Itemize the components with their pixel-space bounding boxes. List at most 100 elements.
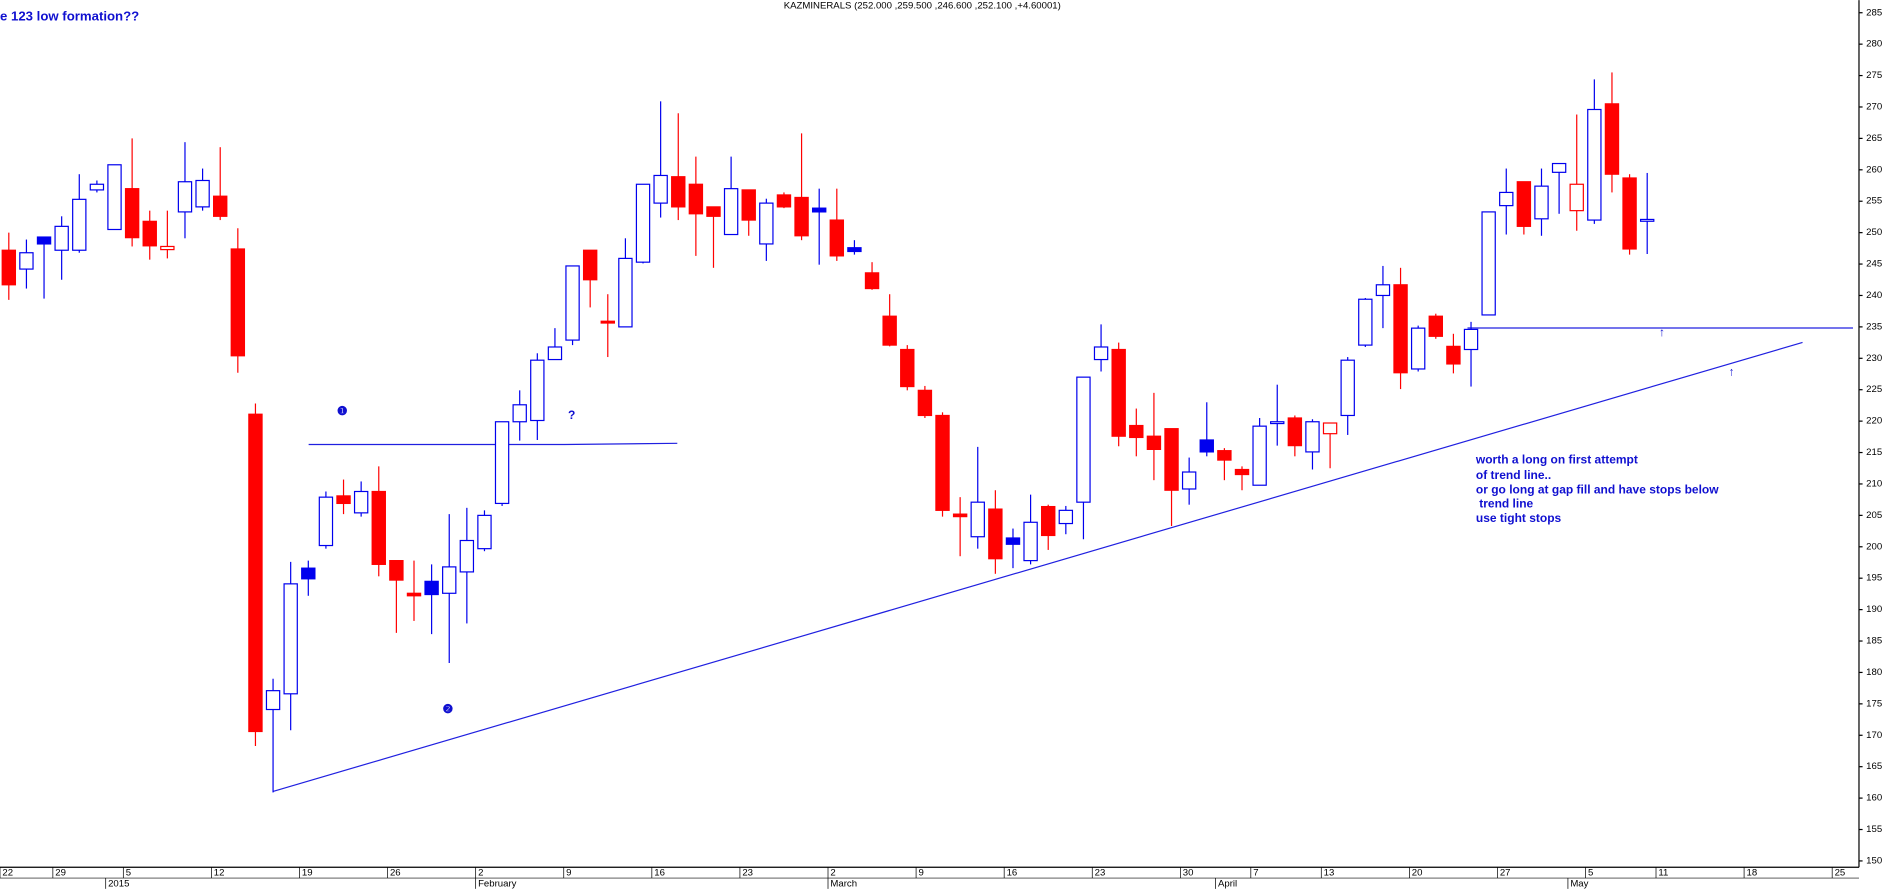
y-tick-label: 220 [1866, 416, 1882, 427]
candle-body [1639, 218, 1655, 222]
candle-body [389, 560, 404, 581]
x-tick-label: 19 [302, 868, 313, 879]
candle-body [1428, 315, 1444, 337]
candle-body [301, 567, 316, 580]
marker: ↑ [1729, 365, 1735, 379]
candle-body [1534, 185, 1549, 220]
resistance-line [308, 442, 678, 446]
x-tick-label: 23 [742, 868, 753, 879]
candle-body [811, 207, 827, 213]
candle-body [1410, 327, 1426, 370]
x-tick-label: 2 [830, 868, 835, 879]
x-tick-label: 30 [1183, 868, 1194, 879]
candle-body [1146, 435, 1162, 450]
x-tick-label: 7 [1253, 868, 1258, 879]
candle-body [1622, 177, 1637, 250]
marker: ↑ [1659, 325, 1665, 339]
x-tick-label: 23 [1095, 868, 1106, 879]
heading: e 123 low formation?? [0, 8, 139, 23]
candle-body [283, 583, 298, 695]
candle-body [89, 183, 105, 191]
candle-body [107, 164, 122, 231]
candle-body [530, 359, 545, 422]
candle-body [36, 236, 52, 245]
note: use tight stops [1476, 511, 1562, 525]
candle-body [442, 566, 457, 594]
candle-body [318, 496, 334, 547]
x-tick-label: 27 [1500, 868, 1511, 879]
candle-body [1217, 450, 1232, 461]
y-tick-label: 215 [1866, 447, 1882, 458]
y-tick-label: 275 [1866, 70, 1882, 81]
y-tick-label: 200 [1866, 541, 1882, 552]
candle-body [1393, 284, 1408, 374]
x-tick-label: 13 [1324, 868, 1335, 879]
candle-body [759, 202, 774, 245]
x-tick-label: 9 [918, 868, 923, 879]
candle-body [1076, 376, 1091, 503]
candle-body [917, 389, 933, 417]
candle-body [847, 247, 862, 253]
x-tick-label: 12 [214, 868, 225, 879]
candle-body [336, 495, 351, 505]
period-label: February [478, 879, 517, 889]
y-tick-label: 150 [1866, 855, 1882, 866]
trend-line [272, 341, 1803, 793]
x-tick-label: 16 [654, 868, 665, 879]
x-tick-label: 2 [478, 868, 483, 879]
y-tick-label: 210 [1866, 478, 1882, 489]
y-tick-label: 160 [1866, 793, 1882, 804]
candle-body [1111, 348, 1126, 437]
x-tick-label: 5 [1588, 868, 1593, 879]
candle-body [1164, 428, 1179, 491]
candle-body [829, 219, 845, 257]
candle-body [72, 198, 87, 251]
y-tick-label: 225 [1866, 384, 1882, 395]
candle-body [582, 249, 598, 281]
candle-body [1340, 359, 1355, 417]
candle-body [776, 194, 792, 208]
candle-body [723, 188, 739, 236]
candle-body [547, 346, 563, 361]
candle-body [635, 183, 651, 263]
x-tick-label: 9 [566, 868, 571, 879]
candle-body [794, 196, 809, 237]
x-tick-label: 11 [1658, 868, 1668, 879]
x-tick-label: 26 [390, 868, 401, 879]
y-tick-label: 235 [1866, 321, 1882, 332]
candle-body [230, 248, 246, 357]
candle-body [900, 348, 915, 388]
candle-body [1129, 424, 1144, 439]
candle-body [1322, 422, 1338, 435]
candle-body [371, 490, 386, 565]
marker: ? [568, 408, 575, 422]
candle-body [1463, 328, 1479, 351]
candle-body [1252, 425, 1267, 486]
candle-body [706, 206, 721, 217]
candle-body [1181, 471, 1197, 490]
candle-body [160, 245, 175, 251]
y-tick-label: 155 [1866, 824, 1882, 835]
note: or go long at gap fill and have stops be… [1476, 482, 1719, 496]
candle-body [688, 183, 704, 215]
candle-body [1604, 103, 1620, 175]
candle-body [671, 176, 686, 208]
period-label: March [830, 879, 857, 889]
y-tick-label: 260 [1866, 164, 1882, 175]
candle-body [1305, 421, 1320, 453]
candle-body [565, 265, 580, 341]
y-tick-label: 180 [1866, 667, 1882, 678]
candle-body [1287, 417, 1303, 447]
x-tick-label: 5 [126, 868, 131, 879]
period-label: 2015 [108, 879, 129, 889]
candle-body [1234, 468, 1250, 476]
period-label: May [1570, 879, 1588, 889]
candle-body [1199, 439, 1214, 453]
candle-body [54, 225, 69, 251]
y-tick-label: 280 [1866, 39, 1882, 50]
candle-body [1375, 284, 1391, 297]
y-tick-label: 205 [1866, 510, 1882, 521]
y-tick-label: 165 [1866, 761, 1882, 772]
